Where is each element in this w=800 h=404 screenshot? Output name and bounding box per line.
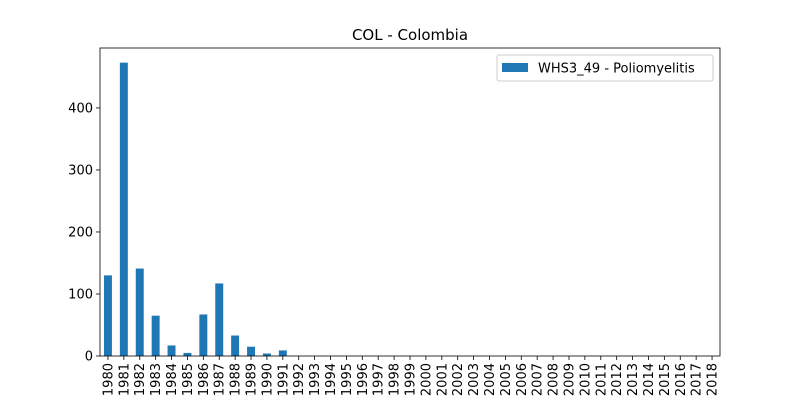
x-tick-label: 2007 [531, 363, 546, 396]
y-axis: 0 100 200 300 400 [68, 101, 100, 365]
x-tick-label: 2015 [658, 363, 673, 396]
x-tick-label: 1993 [308, 363, 323, 396]
x-tick-label: 2017 [690, 363, 705, 396]
x-axis: 1980 1981 1982 1983 1984 1985 1986 1987 1988 1989… [101, 356, 721, 396]
plot-frame [99, 47, 721, 357]
x-tick-label: 1995 [340, 363, 355, 396]
legend-swatch [502, 63, 528, 72]
bar-1989 [247, 346, 255, 356]
bar-1985 [183, 352, 192, 356]
x-tick-label: 2000 [419, 363, 434, 396]
x-tick-label: 1982 [133, 363, 148, 396]
legend: WHS3_49 - Poliomyelitis [496, 54, 714, 82]
y-tick-label: 100 [68, 287, 93, 302]
x-tick-label: 2008 [547, 363, 562, 396]
bars-group [103, 62, 287, 357]
x-tick-label: 2004 [483, 363, 498, 396]
x-tick-label: 1989 [245, 363, 260, 396]
x-tick-label: 1983 [149, 363, 164, 396]
bar-1982 [135, 268, 144, 356]
bar-1984 [167, 345, 176, 356]
x-tick-label: 2003 [467, 363, 482, 396]
bar-1988 [231, 335, 240, 356]
x-tick-label: 1980 [101, 363, 116, 396]
x-tick-label: 2016 [674, 363, 689, 396]
bar-1986 [199, 314, 208, 356]
x-tick-label: 1998 [388, 363, 403, 396]
x-tick-label: 2011 [594, 363, 609, 396]
bar-1981 [119, 62, 128, 357]
bar-1990 [262, 353, 271, 356]
x-tick-label: 2013 [626, 363, 641, 396]
bar-1983 [151, 315, 160, 356]
x-tick-label: 1985 [181, 363, 196, 396]
x-tick-label: 1994 [324, 363, 339, 396]
x-tick-label: 1986 [197, 363, 212, 396]
y-tick-label: 200 [68, 225, 93, 240]
x-tick-label: 1984 [165, 363, 180, 396]
y-tick-label: 300 [68, 163, 93, 178]
y-tick-label: 400 [68, 101, 93, 116]
x-tick-label: 1997 [372, 363, 387, 396]
x-tick-label: 2006 [515, 363, 530, 396]
x-tick-label: 1981 [117, 363, 132, 396]
x-tick-label: 2001 [435, 363, 450, 396]
x-tick-label: 1987 [213, 363, 228, 396]
x-tick-label: 1999 [404, 363, 419, 396]
x-tick-label: 2012 [610, 363, 625, 396]
bar-1991 [278, 350, 287, 356]
x-tick-label: 2018 [706, 363, 721, 396]
legend-box [496, 54, 714, 82]
x-tick-label: 1991 [276, 363, 291, 396]
x-tick-label: 1996 [356, 363, 371, 396]
x-tick-label: 2014 [642, 363, 657, 396]
x-tick-label: 1992 [292, 363, 307, 396]
x-tick-label: 1988 [229, 363, 244, 396]
x-tick-label: 2010 [578, 363, 593, 396]
legend-label: WHS3_49 - Poliomyelitis [538, 62, 695, 77]
chart-title: COL - Colombia [352, 26, 468, 44]
bar-1987 [215, 283, 224, 356]
x-tick-label: 1990 [260, 363, 275, 396]
x-tick-label: 2002 [451, 363, 466, 396]
y-tick-label: 0 [85, 350, 93, 365]
x-tick-label: 2005 [499, 363, 514, 396]
x-tick-label: 2009 [562, 363, 577, 396]
bar-1980 [103, 275, 112, 356]
